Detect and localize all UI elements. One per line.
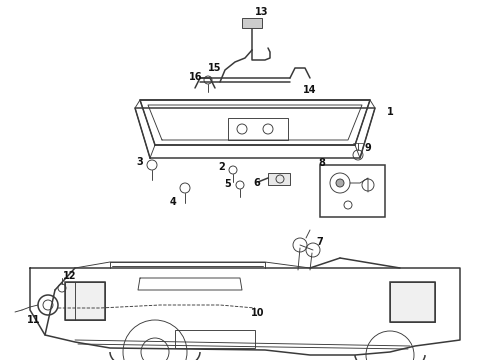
Bar bbox=[390, 282, 435, 322]
Text: 5: 5 bbox=[224, 179, 231, 189]
Text: 1: 1 bbox=[387, 107, 393, 117]
Text: 12: 12 bbox=[63, 271, 77, 281]
Text: 16: 16 bbox=[189, 72, 203, 82]
Text: 14: 14 bbox=[303, 85, 317, 95]
Text: 9: 9 bbox=[365, 143, 371, 153]
Text: 2: 2 bbox=[219, 162, 225, 172]
Text: 4: 4 bbox=[170, 197, 176, 207]
Text: 8: 8 bbox=[318, 158, 325, 168]
Text: 13: 13 bbox=[255, 7, 269, 17]
Text: 6: 6 bbox=[254, 178, 260, 188]
Text: 15: 15 bbox=[208, 63, 222, 73]
Bar bbox=[65, 282, 105, 320]
Text: 10: 10 bbox=[251, 308, 265, 318]
Bar bbox=[175, 330, 255, 348]
Text: 11: 11 bbox=[27, 315, 41, 325]
Bar bbox=[320, 165, 385, 217]
Bar bbox=[242, 18, 262, 28]
Circle shape bbox=[336, 179, 344, 187]
Bar bbox=[228, 118, 288, 140]
Bar bbox=[390, 282, 435, 322]
Bar bbox=[268, 173, 290, 185]
Text: 3: 3 bbox=[137, 157, 144, 167]
Bar bbox=[65, 282, 105, 320]
Text: 7: 7 bbox=[317, 237, 323, 247]
